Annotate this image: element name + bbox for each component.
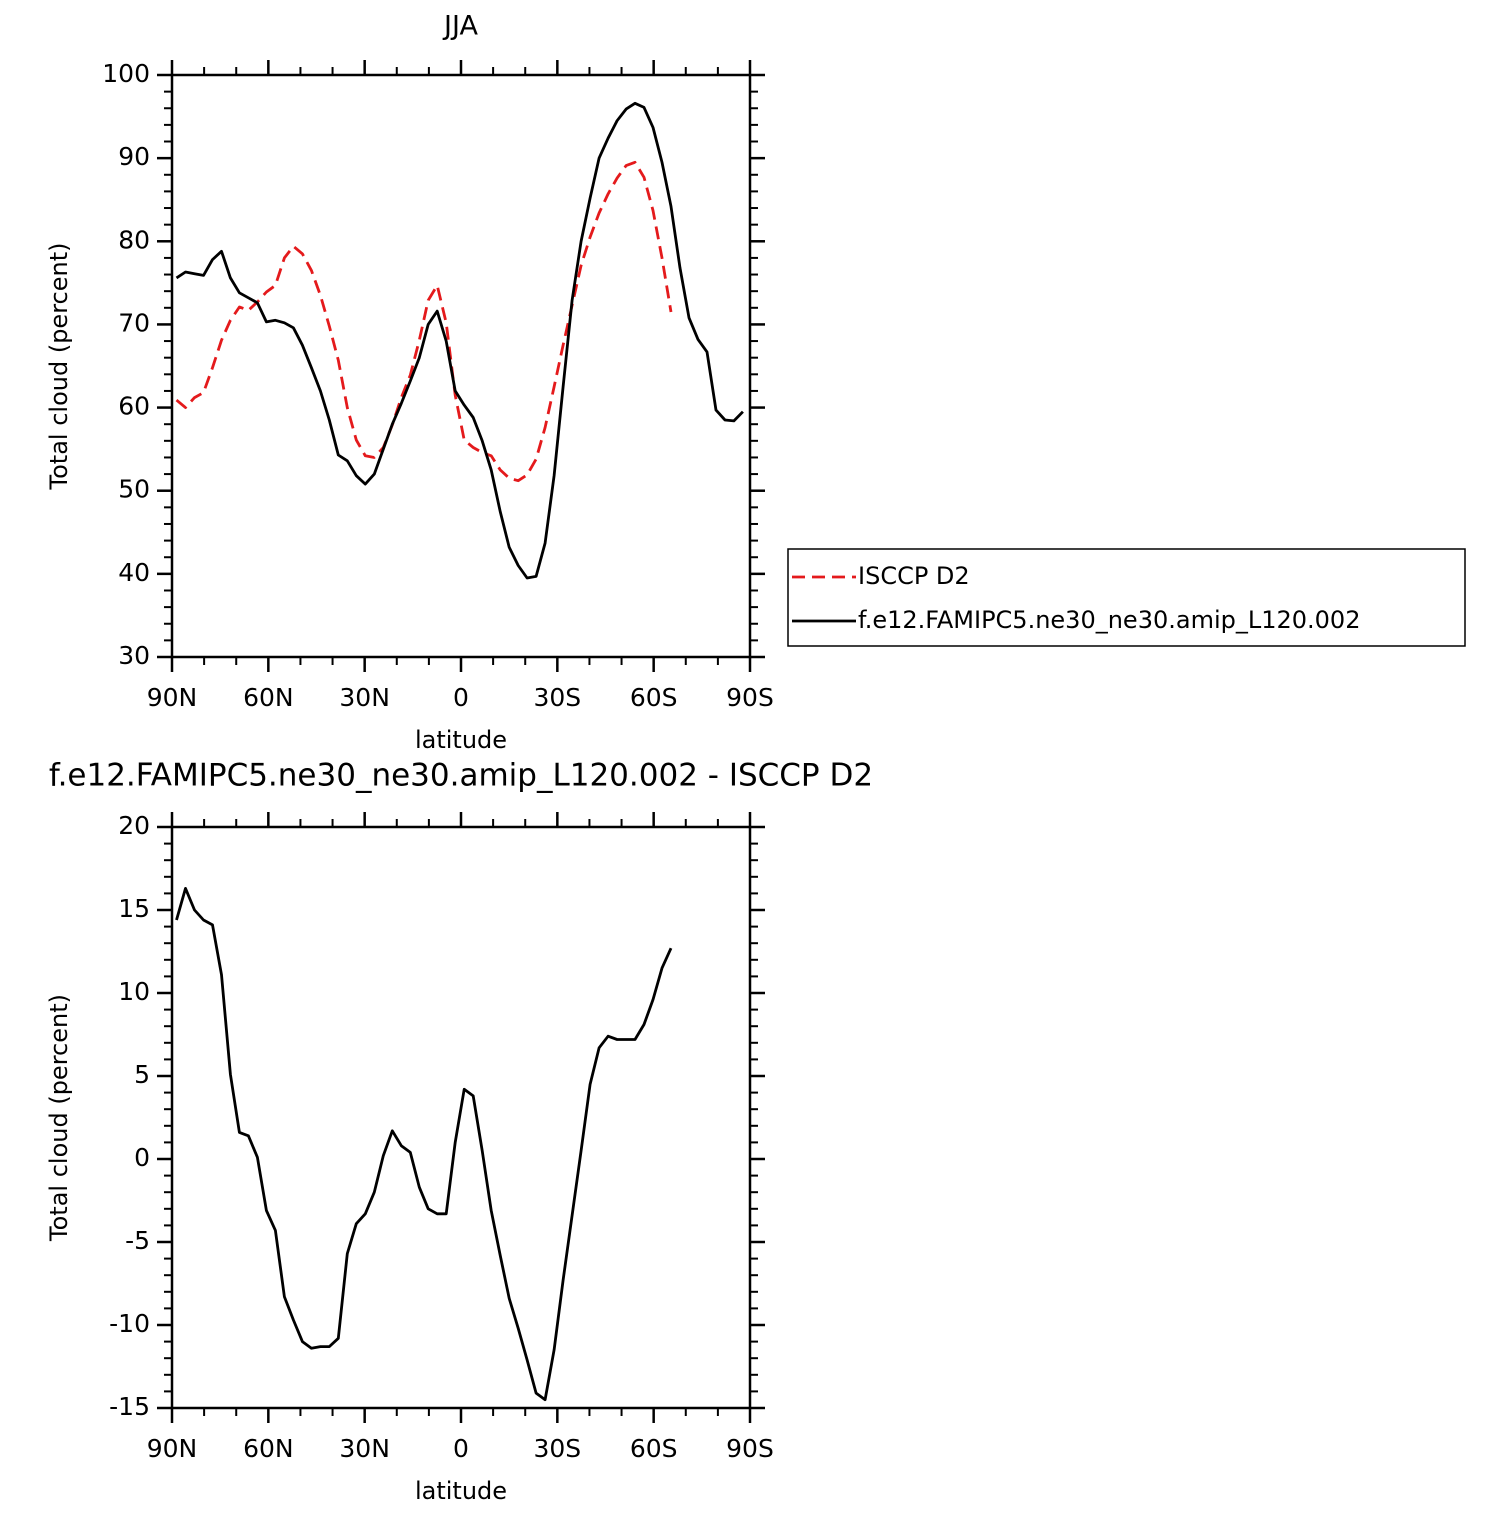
x-tick-label: 0 (453, 683, 469, 712)
y-tick-label: 50 (118, 475, 150, 504)
x-tick-label: 90S (726, 683, 774, 712)
x-tick-label: 60N (243, 683, 294, 712)
legend-label: f.e12.FAMIPC5.ne30_ne30.amip_L120.002 (858, 606, 1360, 634)
x-tick-label: 60S (630, 1434, 678, 1463)
plot-frame (170, 825, 752, 1410)
x-axis-label: latitude (415, 1477, 507, 1505)
y-tick-label: 80 (118, 225, 150, 254)
x-tick-label: 90N (147, 683, 198, 712)
x-tick-label: 30S (533, 1434, 581, 1463)
y-tick-label: 90 (118, 142, 150, 171)
chart-title: f.e12.FAMIPC5.ne30_ne30.amip_L120.002 - … (49, 758, 873, 794)
y-tick-label: 5 (134, 1060, 150, 1089)
x-tick-label: 90N (147, 1434, 198, 1463)
x-tick-label: 60S (630, 683, 678, 712)
x-axis-label: latitude (415, 726, 507, 754)
data-line (175, 160, 673, 483)
y-tick-label: 100 (102, 59, 150, 88)
chart-title: JJA (442, 11, 478, 42)
x-tick-label: 30N (339, 683, 390, 712)
y-tick-label: 70 (118, 308, 150, 337)
y-tick-label: 15 (118, 894, 150, 923)
y-tick-label: 20 (118, 811, 150, 840)
x-tick-label: 60N (243, 1434, 294, 1463)
x-tick-label: 30S (533, 683, 581, 712)
legend-label: ISCCP D2 (858, 562, 970, 590)
x-tick-label: 0 (453, 1434, 469, 1463)
y-tick-label: 0 (134, 1143, 150, 1172)
data-line (175, 887, 673, 1402)
y-tick-label: 10 (118, 977, 150, 1006)
data-line (175, 101, 744, 580)
x-tick-label: 30N (339, 1434, 390, 1463)
y-tick-label: 40 (118, 558, 150, 587)
legend-box (787, 548, 1466, 647)
y-axis-label: Total cloud (percent) (45, 243, 73, 491)
x-tick-label: 90S (726, 1434, 774, 1463)
y-tick-label: 60 (118, 392, 150, 421)
y-tick-label: -10 (109, 1309, 150, 1338)
y-tick-label: 30 (118, 641, 150, 670)
y-axis-label: Total cloud (percent) (45, 994, 73, 1242)
y-tick-label: -15 (109, 1392, 150, 1421)
y-tick-label: -5 (125, 1226, 150, 1255)
